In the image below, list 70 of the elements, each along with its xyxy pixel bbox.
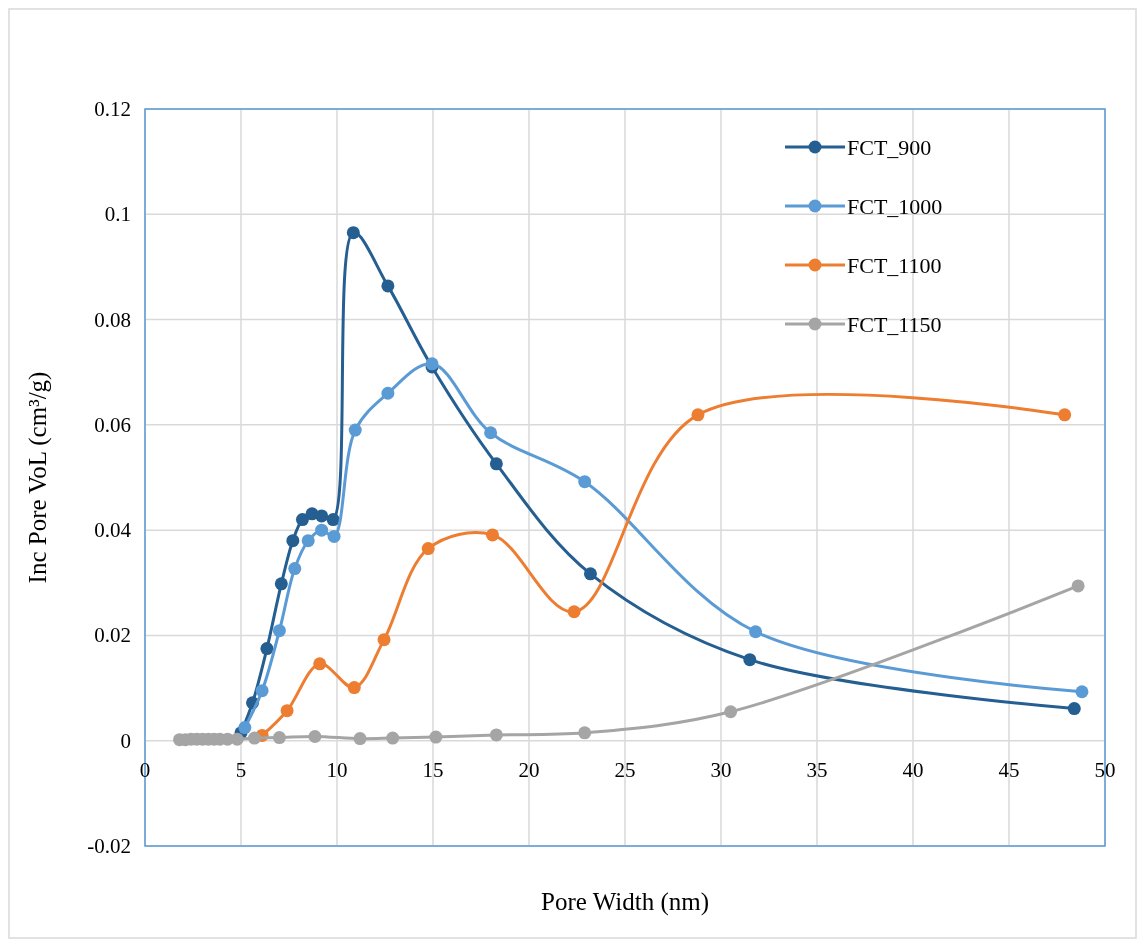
point (567, 605, 581, 619)
y-tick-label: 0.02 (94, 623, 131, 648)
point (578, 475, 592, 489)
legend-label: FCT_900 (847, 135, 932, 160)
point (348, 423, 362, 437)
y-tick-label: -0.02 (87, 834, 131, 858)
y-tick-label: 0.12 (94, 97, 131, 121)
legend-label: FCT_1150 (847, 312, 942, 337)
point (583, 567, 597, 581)
point (230, 732, 244, 746)
point (381, 386, 395, 400)
point (274, 577, 288, 591)
point (484, 426, 498, 440)
point (1058, 408, 1072, 422)
point (377, 633, 391, 647)
point (288, 562, 302, 576)
x-tick-label: 20 (518, 757, 540, 782)
point (421, 542, 435, 556)
point (313, 657, 327, 671)
x-tick-label: 40 (902, 757, 924, 782)
point (381, 279, 395, 293)
point (315, 523, 329, 537)
point (247, 731, 261, 745)
point (486, 528, 500, 542)
point (346, 226, 360, 240)
point (353, 732, 367, 746)
x-tick-label: 0 (139, 757, 151, 782)
point (386, 731, 400, 745)
y-tick-label: 0.06 (94, 412, 131, 437)
x-tick-label: 30 (710, 757, 732, 782)
point (255, 684, 269, 698)
point (315, 509, 329, 523)
legend-label: FCT_1000 (847, 194, 943, 219)
y-tick-label: 0.04 (94, 518, 132, 543)
point (327, 529, 341, 543)
x-tick-label: 45 (998, 757, 1020, 782)
point (347, 681, 361, 695)
point (578, 726, 592, 740)
point (429, 730, 443, 744)
x-tick-label: 25 (614, 757, 636, 782)
x-tick-label: 35 (806, 757, 828, 782)
x-tick-label: 50 (1094, 757, 1116, 782)
point (691, 408, 705, 422)
point (326, 513, 340, 527)
x-tick-label: 5 (235, 757, 247, 782)
point (1067, 702, 1081, 716)
y-tick-label: 0.08 (94, 307, 131, 332)
legend-label: FCT_1100 (847, 253, 942, 278)
point (286, 534, 300, 548)
point (1071, 579, 1085, 593)
point (489, 457, 503, 471)
y-tick-label: 0.1 (104, 202, 131, 227)
point (260, 642, 274, 656)
point (308, 730, 322, 743)
y-axis-title: Inc Pore VoL (cm³/g) (24, 371, 52, 584)
point (724, 705, 738, 719)
point (272, 624, 286, 638)
point (489, 728, 503, 742)
point (238, 721, 252, 735)
x-tick-label: 10 (326, 757, 348, 782)
point (743, 653, 757, 667)
point (1075, 685, 1089, 699)
point (749, 625, 763, 639)
point (280, 704, 294, 718)
y-tick-label: 0 (120, 728, 131, 753)
x-tick-label: 15 (422, 757, 444, 782)
x-axis-title: Pore Width (nm) (541, 888, 709, 916)
point (272, 731, 286, 745)
point (301, 534, 315, 548)
point (295, 513, 309, 527)
